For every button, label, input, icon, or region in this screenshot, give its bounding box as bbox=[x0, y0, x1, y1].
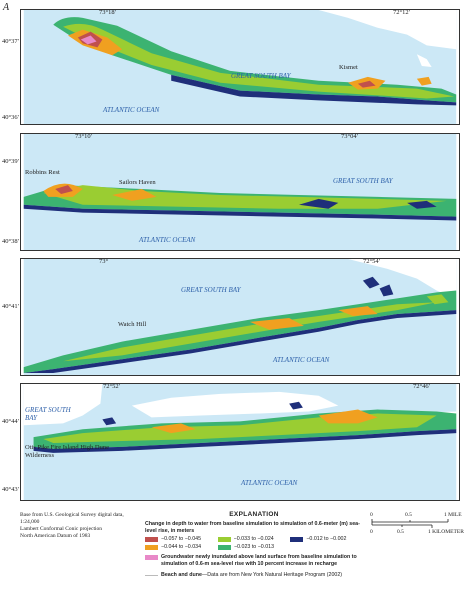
legend-item-label: Beach and dune bbox=[161, 572, 202, 578]
legend-item: −0.057 to −0.045 bbox=[145, 536, 218, 542]
latitude-tick: 40°41′ bbox=[2, 303, 20, 310]
legend-row: −0.044 to −0.034 −0.023 to −0.013 bbox=[145, 544, 363, 550]
scale-km-tick: 0.5 bbox=[397, 529, 404, 535]
latitude-tick: 40°37′ bbox=[2, 38, 20, 45]
legend-item-source: —Data are from New York Natural Heritage… bbox=[201, 572, 343, 578]
legend-item: −0.023 to −0.013 bbox=[218, 544, 291, 550]
legend-item-label: Groundwater newly inundated above land s… bbox=[161, 554, 357, 567]
map-panel-2: 73°10′ 73°04′ GREAT SOUTH BAY ATLANTIC O… bbox=[20, 133, 460, 251]
legend-item-label: −0.044 to −0.034 bbox=[161, 544, 202, 550]
longitude-tick: 73°04′ bbox=[341, 133, 359, 140]
base-note-line: Base from U.S. Geological Survey digital… bbox=[20, 512, 124, 525]
scale-km-tick: 0 bbox=[370, 529, 373, 535]
water-label: ATLANTIC OCEAN bbox=[103, 106, 160, 114]
base-note-line: Lambert Conformal Conic projection bbox=[20, 526, 103, 532]
legend-item-label: −0.057 to −0.045 bbox=[161, 536, 202, 542]
legend-swatch bbox=[290, 536, 304, 542]
scale-mile-tick: 0.5 bbox=[405, 512, 412, 518]
longitude-tick: 72°54′ bbox=[363, 258, 381, 265]
base-map-note: Base from U.S. Geological Survey digital… bbox=[20, 512, 140, 540]
map-panel-1-graphic bbox=[23, 10, 457, 124]
scale-bar-graphic bbox=[371, 519, 449, 528]
longitude-tick: 72°52′ bbox=[103, 383, 121, 390]
place-label: Kismet bbox=[339, 64, 358, 71]
map-panel-4-graphic bbox=[23, 384, 457, 500]
water-label: GREAT SOUTH BAY bbox=[25, 406, 71, 422]
map-panel-3: 73° 72°54′ GREAT SOUTH BAY ATLANTIC OCEA… bbox=[20, 258, 460, 376]
scale-km-tick: 1 KILOMETER bbox=[428, 529, 464, 535]
legend-swatch bbox=[145, 574, 158, 576]
longitude-tick: 73° bbox=[99, 258, 109, 265]
legend-swatch bbox=[145, 536, 158, 542]
legend-item-inundated: Groundwater newly inundated above land s… bbox=[145, 554, 363, 567]
longitude-tick: 72°46′ bbox=[413, 383, 431, 390]
legend-swatch bbox=[217, 536, 231, 542]
legend-swatch bbox=[218, 544, 231, 550]
legend-item-beach: Beach and dune —Data are from New York Na… bbox=[145, 572, 363, 578]
water-label: ATLANTIC OCEAN bbox=[273, 356, 330, 364]
longitude-tick: 72°12′ bbox=[393, 9, 411, 16]
legend-row: −0.057 to −0.045 −0.033 to −0.024 −0.012… bbox=[145, 536, 363, 542]
latitude-tick: 40°38′ bbox=[2, 238, 20, 245]
legend-item: −0.044 to −0.034 bbox=[145, 544, 218, 550]
longitude-tick: 73°10′ bbox=[75, 133, 93, 140]
longitude-tick: 73°18′ bbox=[99, 9, 117, 16]
legend-item: −0.033 to −0.024 bbox=[217, 536, 291, 542]
map-panel-2-graphic bbox=[23, 134, 457, 250]
legend-heading: EXPLANATION bbox=[229, 511, 279, 518]
water-label: ATLANTIC OCEAN bbox=[139, 236, 196, 244]
legend-item: −0.012 to −0.002 bbox=[290, 536, 363, 542]
place-label: Robbins Rest bbox=[25, 169, 60, 176]
latitude-tick: 40°44′ bbox=[2, 418, 20, 425]
legend-swatch bbox=[145, 544, 158, 550]
figure-letter: A bbox=[3, 2, 10, 13]
water-label: GREAT SOUTH BAY bbox=[181, 286, 241, 294]
map-panel-4: 72°52′ 72°46′ GREAT SOUTH BAY ATLANTIC O… bbox=[20, 383, 460, 501]
base-note-line: North American Datum of 1983 bbox=[20, 533, 91, 539]
scale-mile-tick: 0 bbox=[370, 512, 373, 518]
legend-item-label: −0.023 to −0.013 bbox=[234, 544, 275, 550]
water-label: GREAT SOUTH BAY bbox=[231, 72, 291, 80]
place-label: Watch Hill bbox=[118, 321, 147, 328]
latitude-tick: 40°36′ bbox=[2, 114, 20, 121]
legend-item-label: −0.012 to −0.002 bbox=[306, 536, 347, 542]
legend-item-label: −0.033 to −0.024 bbox=[233, 536, 274, 542]
scale-bar: 0 0.5 1 MILE 0 0.5 1 KILOMETER bbox=[368, 512, 464, 552]
map-panel-1: 73°18′ 72°12′ GREAT SOUTH BAY ATLANTIC O… bbox=[20, 9, 460, 125]
legend-title: Change in depth to water from baseline s… bbox=[145, 521, 360, 534]
latitude-tick: 40°39′ bbox=[2, 158, 20, 165]
legend-swatch bbox=[145, 555, 158, 560]
scale-mile-tick: 1 MILE bbox=[444, 512, 462, 518]
water-label: ATLANTIC OCEAN bbox=[241, 479, 298, 487]
map-legend: EXPLANATION Change in depth to water fro… bbox=[145, 511, 363, 578]
water-label: GREAT SOUTH BAY bbox=[333, 177, 393, 185]
place-label: Sailors Haven bbox=[119, 179, 156, 186]
latitude-tick: 40°43′ bbox=[2, 486, 20, 493]
map-panel-3-graphic bbox=[23, 259, 457, 375]
place-label: Otis Pike Fire Island High Dune Wilderne… bbox=[25, 444, 109, 459]
